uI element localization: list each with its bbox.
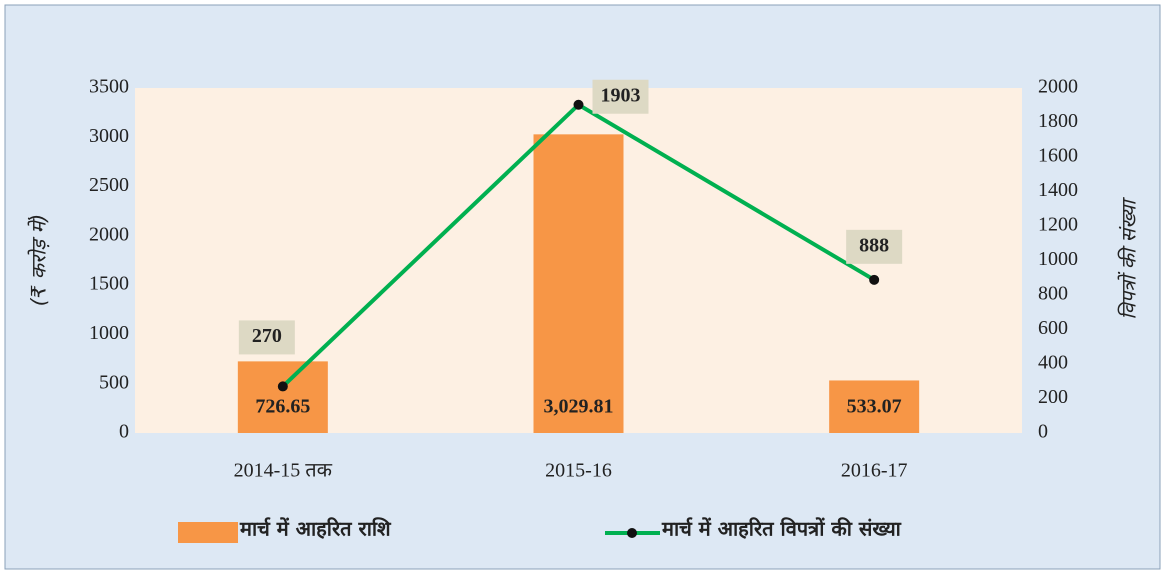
- y2-tick-label: 200: [1038, 386, 1068, 408]
- y-tick-label: 1500: [89, 273, 129, 295]
- y2-tick-label: 800: [1038, 283, 1068, 305]
- legend-label: मार्च में आहरित विपत्रों की संख्या: [661, 517, 902, 541]
- line-point: [573, 99, 584, 110]
- y-tick-label: 2000: [89, 223, 129, 245]
- y2-tick-label: 600: [1038, 317, 1068, 339]
- legend-swatch: [178, 522, 238, 543]
- y-tick-label: 3500: [89, 76, 129, 98]
- bar: [237, 361, 328, 433]
- y-axis-label: (₹ करोड़ में): [27, 214, 51, 306]
- y2-tick-label: 0: [1038, 421, 1048, 443]
- x-tick-label: 2015-16: [545, 460, 612, 482]
- line-label-box: [592, 79, 649, 114]
- line-point: [869, 274, 880, 285]
- bar-value-label: 533.07: [847, 396, 902, 418]
- legend-swatch: [627, 528, 637, 538]
- line-point: [277, 381, 288, 392]
- line-value-label: 270: [252, 325, 282, 347]
- legend-label: मार्च में आहरित राशि: [239, 517, 392, 541]
- y-tick-label: 0: [119, 421, 129, 443]
- line-value-label: 888: [859, 234, 889, 256]
- y2-tick-label: 400: [1038, 352, 1068, 374]
- y-tick-label: 2500: [89, 174, 129, 196]
- y2-tick-label: 2000: [1038, 76, 1078, 98]
- bar: [829, 380, 920, 433]
- bar-value-label: 3,029.81: [544, 396, 614, 418]
- bar: [533, 134, 624, 434]
- y2-tick-label: 1200: [1038, 214, 1078, 236]
- bar-value-label: 726.65: [255, 396, 310, 418]
- y2-tick-label: 1400: [1038, 179, 1078, 201]
- line-value-label: 1903: [601, 84, 641, 106]
- y2-tick-label: 1800: [1038, 110, 1078, 132]
- y2-axis-label: विपत्रों की संख्या: [1117, 197, 1141, 320]
- line-label-box: [238, 320, 295, 355]
- y2-tick-label: 1000: [1038, 248, 1078, 270]
- line-label-box: [846, 229, 903, 264]
- x-tick-label: 2016-17: [841, 460, 908, 482]
- x-tick-label: 2014-15 तक: [234, 460, 333, 482]
- y-tick-label: 500: [99, 371, 129, 393]
- y-tick-label: 3000: [89, 125, 129, 147]
- y2-tick-label: 1600: [1038, 145, 1078, 167]
- y-tick-label: 1000: [89, 322, 129, 344]
